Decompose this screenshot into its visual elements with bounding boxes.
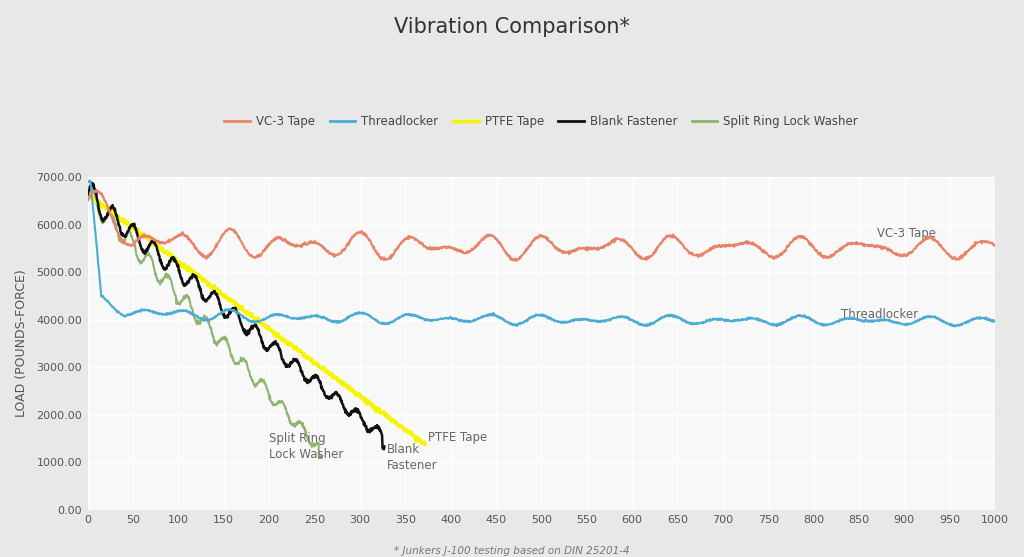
Blank Fastener [82,191,94,198]
Line: PTFE Tape: PTFE Tape [88,194,425,444]
VC-3 Tape [511,257,523,264]
VC-3 Tape [163,236,175,243]
Text: Split Ring
Lock Washer: Split Ring Lock Washer [269,432,343,461]
Line: Threadlocker: Threadlocker [88,180,995,326]
VC-3 Tape [102,206,115,213]
Split Ring Lock Washer [102,210,115,217]
Threadlocker [163,310,175,317]
Threadlocker [949,323,962,330]
Threadlocker [828,319,841,325]
Line: Blank Fastener: Blank Fastener [88,183,384,449]
Y-axis label: LOAD (POUNDS-FORCE): LOAD (POUNDS-FORCE) [15,270,28,417]
Blank Fastener [130,229,142,236]
Threadlocker [419,316,431,323]
VC-3 Tape [989,242,1001,249]
PTFE Tape [162,250,174,257]
Blank Fastener [162,262,174,268]
VC-3 Tape [90,187,102,193]
Text: Threadlocker: Threadlocker [841,307,918,321]
PTFE Tape [82,190,94,197]
Threadlocker [82,179,94,185]
VC-3 Tape [419,243,431,250]
Split Ring Lock Washer [130,252,142,258]
Threadlocker [102,299,115,306]
Text: VC-3 Tape: VC-3 Tape [877,227,936,240]
PTFE Tape [102,203,115,209]
Line: VC-3 Tape: VC-3 Tape [88,190,995,261]
Text: PTFE Tape: PTFE Tape [428,431,487,443]
Threadlocker [84,177,96,184]
Text: Vibration Comparison*: Vibration Comparison* [394,17,630,37]
Text: * Junkers J-100 testing based on DIN 25201-4: * Junkers J-100 testing based on DIN 252… [394,546,630,556]
PTFE Tape [130,226,142,232]
Legend: VC-3 Tape, Threadlocker, PTFE Tape, Blank Fastener, Split Ring Lock Washer: VC-3 Tape, Threadlocker, PTFE Tape, Blan… [220,110,863,133]
VC-3 Tape [82,198,94,204]
Text: Blank
Fastener: Blank Fastener [387,443,437,472]
Split Ring Lock Washer [162,272,174,278]
Line: Split Ring Lock Washer: Split Ring Lock Washer [88,185,322,458]
VC-3 Tape [829,249,842,256]
Threadlocker [628,318,640,325]
VC-3 Tape [131,237,143,244]
Blank Fastener [102,212,115,218]
VC-3 Tape [628,247,640,254]
Threadlocker [131,309,143,315]
PTFE Tape [419,441,431,448]
Threadlocker [989,318,1001,325]
Split Ring Lock Washer [82,192,94,198]
